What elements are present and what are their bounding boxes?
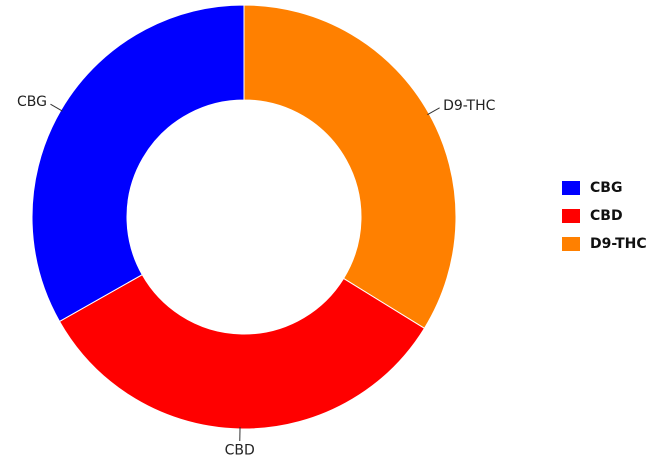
legend-label-d9-thc: D9-THC: [590, 236, 647, 252]
slice-cbg[interactable]: [31, 4, 245, 323]
legend-item-d9-thc[interactable]: D9-THC: [562, 236, 647, 252]
slice-label-cbd: CBD: [225, 443, 255, 459]
legend-item-cbd[interactable]: CBD: [562, 208, 623, 224]
legend-item-cbg[interactable]: CBG: [562, 180, 622, 196]
leader-line-cbg: [50, 103, 63, 112]
legend-label-cbd: CBD: [590, 208, 623, 224]
legend-swatch-cbd: [562, 209, 580, 223]
leader-line-d9-thc: [427, 107, 440, 116]
slice-cbd[interactable]: [58, 273, 426, 430]
slice-label-cbg: CBG: [17, 94, 47, 110]
legend-swatch-d9-thc: [562, 237, 580, 251]
slices-layer: [31, 4, 457, 430]
legend-label-cbg: CBG: [590, 180, 622, 196]
slice-d9-thc[interactable]: [243, 4, 457, 330]
labels-layer: D9-THC CBD CBG: [17, 94, 496, 458]
legend-swatch-cbg: [562, 181, 580, 195]
slice-label-d9-thc: D9-THC: [443, 98, 496, 114]
legend: CBG CBD D9-THC: [562, 180, 647, 252]
